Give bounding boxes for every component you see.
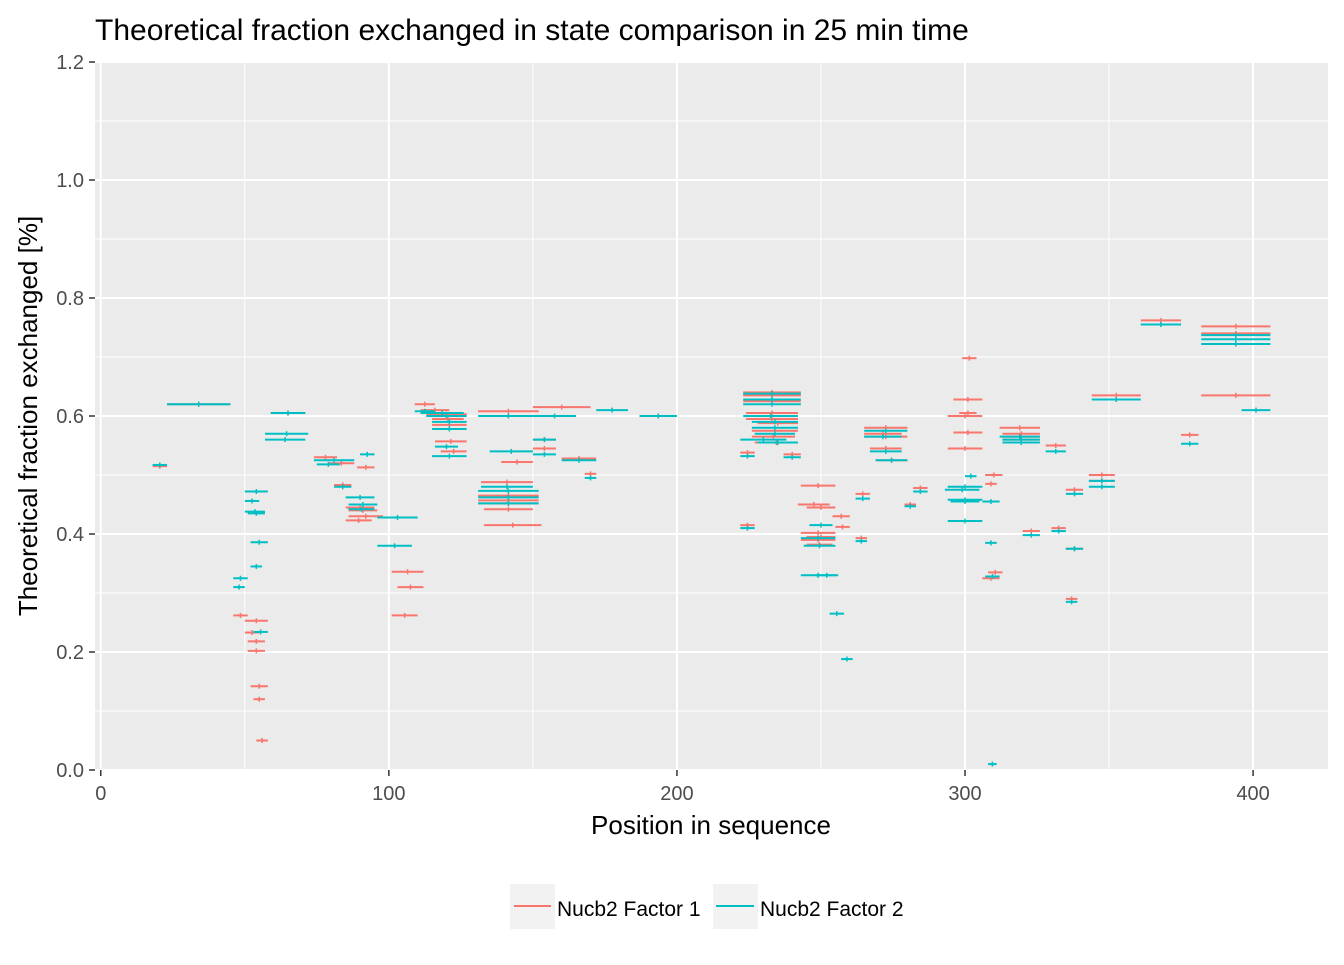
y-tick-label: 0.2 [56, 642, 84, 664]
x-tick-label: 0 [95, 783, 106, 805]
x-tick-label: 400 [1236, 783, 1269, 805]
x-tick-label: 300 [948, 783, 981, 805]
legend-label-1: Nucb2 Factor 1 [557, 898, 701, 921]
x-axis-label: Position in sequence [591, 810, 831, 840]
x-tick-label: 200 [660, 783, 693, 805]
y-tick-label: 0.4 [56, 524, 84, 546]
series-2 [152, 322, 1271, 767]
series-layer [152, 317, 1271, 767]
y-tick-label: 0.0 [56, 760, 84, 782]
y-tick-label: 1.2 [56, 52, 84, 74]
x-tick-label: 100 [372, 783, 405, 805]
chart-title: Theoretical fraction exchanged in state … [95, 14, 969, 47]
y-axis-label: Theoretical fraction exchanged [%] [13, 216, 43, 616]
y-tick-label: 1.0 [56, 170, 84, 192]
axis-layer: 0 100 200 300 400 0.0 0.2 0.4 0.6 0.8 1.0 1.2 [56, 52, 1270, 805]
grid-major [95, 61, 1328, 771]
legend-label-2: Nucb2 Factor 2 [760, 898, 904, 921]
y-tick-label: 0.6 [56, 406, 84, 428]
y-tick-label: 0.8 [56, 288, 84, 310]
legend: Nucb2 Factor 1 Nucb2 Factor 2 [510, 884, 904, 929]
